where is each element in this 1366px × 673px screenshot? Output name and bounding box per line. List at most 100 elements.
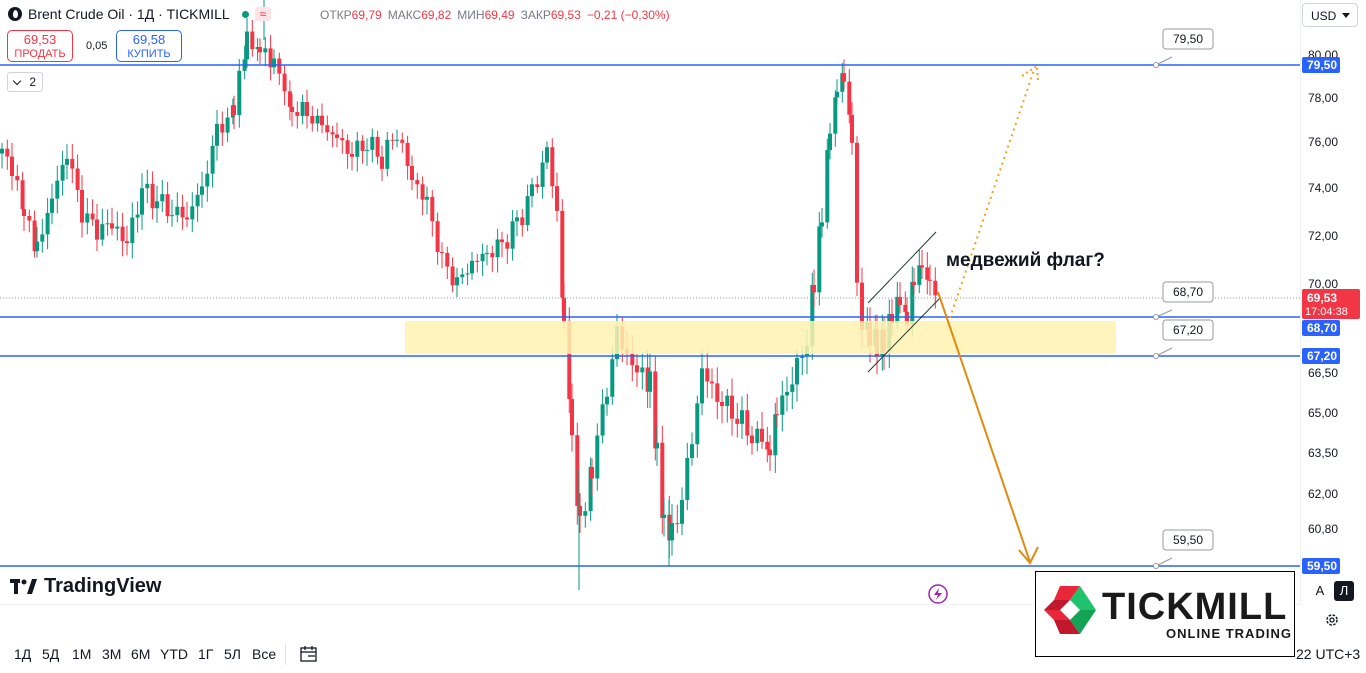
level-callout[interactable] — [1162, 28, 1214, 50]
candle-body — [180, 206, 185, 218]
candle-body — [370, 136, 375, 150]
candle-body — [810, 285, 815, 346]
timeframe-button[interactable]: 6М — [131, 646, 151, 662]
timezone-label[interactable]: 22 UTC+3 — [1296, 646, 1361, 662]
ohlc-value: 69,79 — [351, 8, 382, 22]
timeframe-button[interactable]: Все — [252, 646, 277, 662]
candle-body — [445, 252, 450, 267]
candle-body — [395, 139, 399, 141]
price-level-badge[interactable] — [1302, 320, 1340, 336]
candle-body — [15, 176, 20, 181]
candle-body — [215, 123, 219, 146]
candle-body — [32, 220, 37, 252]
candle-body — [460, 274, 465, 278]
candle-body — [825, 150, 830, 223]
date-range-icon[interactable] — [299, 644, 319, 664]
flag-channel-top[interactable] — [867, 231, 937, 304]
callout-anchor — [1153, 353, 1159, 359]
buy-button[interactable]: 69,58 КУПИТЬ — [116, 30, 182, 62]
timeframe-button[interactable]: 5Л — [224, 646, 241, 662]
ohlc-value: 69,53 — [550, 8, 581, 22]
level-callout[interactable] — [1162, 529, 1214, 551]
price-axis[interactable]: 80,0078,0076,0074,0072,0070,0068,0066,50… — [1300, 0, 1366, 605]
bearish-arrow[interactable] — [937, 291, 1031, 563]
candle-body — [405, 142, 410, 166]
candle-body — [910, 281, 915, 325]
candle-body — [812, 285, 816, 293]
candle-body — [435, 221, 440, 253]
candle-body — [385, 139, 390, 169]
lightning-icon[interactable] — [927, 583, 949, 605]
level-callout-text: 79,50 — [1173, 32, 1203, 46]
indicators-toggle[interactable]: 2 — [7, 72, 44, 92]
currency-select[interactable]: USD — [1302, 3, 1358, 27]
candle-body — [500, 239, 504, 243]
price-level-badge[interactable] — [1302, 57, 1340, 73]
candle-body — [820, 222, 824, 227]
level-callout[interactable] — [1162, 319, 1214, 341]
ohlc-key: МАКС — [387, 8, 422, 22]
candle-body — [380, 156, 384, 169]
candle-body — [430, 196, 435, 222]
tradingview-icon — [10, 578, 37, 594]
tradingview-logo[interactable]: TradingView — [10, 575, 161, 598]
level-callout[interactable] — [1162, 281, 1214, 303]
candle-body — [237, 70, 242, 116]
candle-body — [250, 31, 255, 50]
pattern-label[interactable]: медвежий флаг? — [946, 250, 1105, 271]
candle-body — [495, 239, 500, 258]
candle-body — [535, 184, 540, 187]
candle-body — [828, 133, 832, 151]
timeframe-button[interactable]: 1Г — [198, 646, 214, 662]
bullish-arrow[interactable] — [949, 69, 1035, 319]
symbol-legend[interactable]: Brent Crude Oil · 1Д · TICKMILL ≈ — [8, 6, 272, 22]
candle-body — [605, 396, 609, 405]
candle-body — [115, 226, 120, 229]
price-level-badge[interactable] — [1302, 558, 1340, 574]
candle-body — [440, 252, 444, 254]
candle-body — [550, 147, 555, 187]
candle-body — [912, 281, 916, 285]
log-scale-button[interactable]: Л — [1334, 581, 1354, 601]
candle-body — [185, 217, 189, 220]
symbol-title[interactable]: Brent Crude Oil · 1Д · TICKMILL — [28, 6, 230, 22]
candle-body — [35, 241, 39, 252]
candle-body — [840, 73, 845, 92]
candle-body — [310, 116, 315, 124]
candle-body — [720, 401, 724, 407]
candle-body — [925, 267, 930, 280]
candle-body — [355, 140, 360, 157]
candle-body — [190, 206, 195, 220]
flag-channel-bottom[interactable] — [867, 297, 941, 373]
timeframe-button[interactable]: 1Д — [14, 646, 32, 662]
candle-body — [670, 523, 674, 541]
candle-body — [890, 313, 894, 323]
candle-body — [420, 184, 425, 200]
candle-body — [345, 140, 350, 154]
candle-body — [245, 31, 249, 60]
candle-body — [365, 149, 369, 151]
candle-body — [450, 266, 455, 286]
price-level-badge-text: 79,50 — [1307, 58, 1337, 72]
candle-body — [315, 115, 320, 124]
candle-body — [795, 358, 799, 385]
timeframe-button[interactable]: YTD — [160, 646, 188, 662]
timeframe-button[interactable]: 5Д — [42, 646, 60, 662]
price-level-badge[interactable] — [1302, 348, 1340, 364]
candle-body — [200, 186, 204, 195]
candle-body — [300, 102, 305, 116]
sell-button[interactable]: 69,53 ПРОДАТЬ — [7, 30, 73, 62]
candle-body — [700, 368, 704, 404]
candle-body — [375, 136, 380, 157]
timeframe-button[interactable]: 1М — [72, 646, 92, 662]
candle-body — [40, 234, 45, 242]
wave-icon[interactable]: ≈ — [254, 7, 272, 21]
candle-body — [225, 117, 230, 133]
timeframe-button[interactable]: 3М — [102, 646, 122, 662]
candle-body — [155, 201, 159, 209]
auto-scale-button[interactable]: A — [1315, 583, 1325, 598]
candle-body — [655, 442, 659, 449]
price-tick-label: 62,00 — [1308, 487, 1338, 501]
gear-icon[interactable] — [1324, 612, 1340, 628]
